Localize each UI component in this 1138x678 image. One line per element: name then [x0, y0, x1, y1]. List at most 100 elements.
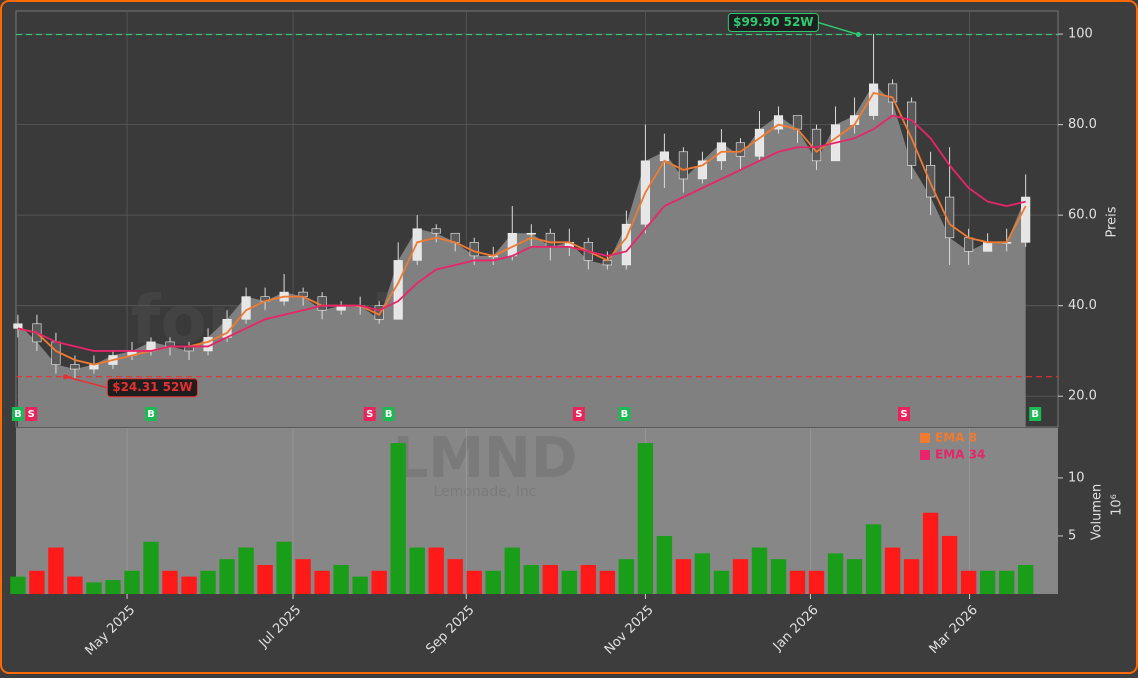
signal-marker	[572, 407, 585, 421]
candle-body	[545, 232, 555, 248]
volume-bar	[846, 559, 863, 594]
volume-bar	[447, 559, 463, 594]
volume-bar	[143, 541, 159, 594]
y-tick-label: 10	[1068, 470, 1085, 485]
volume-bar	[542, 564, 559, 594]
candle-body	[13, 323, 23, 329]
signal-label: S	[575, 409, 582, 420]
volume-bar	[884, 547, 901, 594]
y-tick-label: 5	[1068, 528, 1076, 543]
volume-bar	[181, 576, 197, 594]
volume-bar	[409, 547, 425, 594]
volume-bar	[276, 541, 292, 594]
legend-swatch	[920, 433, 930, 443]
candle-body	[659, 151, 669, 162]
volume-bar	[979, 570, 996, 594]
volume-bar	[10, 576, 26, 594]
candle-body	[887, 83, 898, 103]
volume-bar	[238, 547, 254, 594]
volume-bar	[941, 535, 958, 594]
volume-bar	[314, 570, 330, 594]
volume-bar	[998, 570, 1015, 594]
volume-bar	[352, 576, 368, 594]
candle-body	[678, 151, 688, 180]
volume-bar	[732, 559, 749, 594]
annotation-box	[727, 13, 819, 33]
candle-body	[697, 160, 708, 180]
signal-label: B	[385, 409, 393, 420]
volume-bar	[86, 582, 102, 594]
signal-label: S	[28, 409, 35, 420]
y-axis-label: Preis	[1105, 206, 1120, 237]
annotation-head	[62, 374, 68, 380]
legend-label: EMA 34	[935, 448, 985, 462]
y-tick-label: 100	[1068, 27, 1093, 42]
volume-bar	[770, 559, 787, 594]
volume-bar	[29, 570, 45, 594]
volume-bar	[789, 570, 806, 594]
annotation-label: $99.90 52W	[733, 15, 813, 29]
volume-bar	[580, 564, 597, 594]
candle-body	[412, 228, 422, 261]
legend-swatch	[920, 450, 930, 460]
signal-marker	[382, 407, 395, 421]
candle-body	[964, 237, 974, 252]
symbol-watermark: LMND	[393, 426, 578, 491]
candle-body	[70, 364, 80, 370]
volume-bar	[124, 570, 140, 594]
candle-body	[754, 128, 765, 157]
signal-marker	[25, 407, 38, 421]
volume-bar	[922, 512, 939, 594]
candle-body	[1021, 196, 1031, 243]
candle-body	[431, 228, 441, 234]
candle-body	[907, 101, 917, 166]
volume-bar	[523, 564, 539, 594]
volume-bar	[865, 524, 882, 594]
signal-label: S	[366, 409, 373, 420]
volume-bar	[808, 570, 825, 594]
signal-marker	[363, 407, 376, 421]
candle-body	[526, 232, 536, 235]
volume-bar	[656, 535, 673, 594]
signal-label: S	[900, 409, 907, 420]
annotation-head	[855, 32, 861, 38]
signal-label: B	[14, 409, 22, 420]
volume-bar	[751, 547, 768, 594]
legend-label: EMA 8	[935, 431, 977, 445]
volume-bar	[599, 570, 616, 594]
signal-label: B	[147, 409, 155, 420]
candle-body	[983, 242, 993, 252]
candle-body	[773, 115, 784, 130]
volume-bar	[827, 553, 844, 594]
annotation-arrow	[818, 21, 859, 36]
volume-bar	[485, 570, 501, 594]
y-tick-label: 20.0	[1068, 389, 1097, 404]
volume-bar	[162, 570, 178, 594]
volume-bar	[675, 559, 692, 594]
y-tick-label: 80.0	[1068, 117, 1097, 132]
volume-bar	[466, 570, 482, 594]
volume-bar	[618, 559, 635, 594]
y-axis-label: Volumen	[1090, 484, 1105, 541]
candle-body	[868, 83, 879, 116]
volume-bar	[333, 564, 349, 594]
signal-marker	[618, 407, 631, 421]
candle-body	[393, 260, 403, 320]
annotation-arrow	[65, 375, 108, 389]
candle-body	[811, 128, 822, 162]
signal-marker	[1029, 407, 1042, 421]
volume-bar	[257, 564, 273, 594]
volume-bar	[48, 547, 64, 594]
volume-bar	[428, 547, 444, 594]
volume-bar	[694, 553, 711, 594]
signal-marker	[145, 407, 158, 421]
volume-bar	[504, 547, 520, 594]
signal-marker	[897, 407, 910, 421]
annotation-box	[106, 378, 198, 398]
candle-body	[621, 223, 631, 266]
volume-bar	[371, 570, 387, 594]
volume-bar	[561, 570, 578, 594]
signal-label: B	[621, 409, 629, 420]
volume-bar	[219, 559, 235, 594]
